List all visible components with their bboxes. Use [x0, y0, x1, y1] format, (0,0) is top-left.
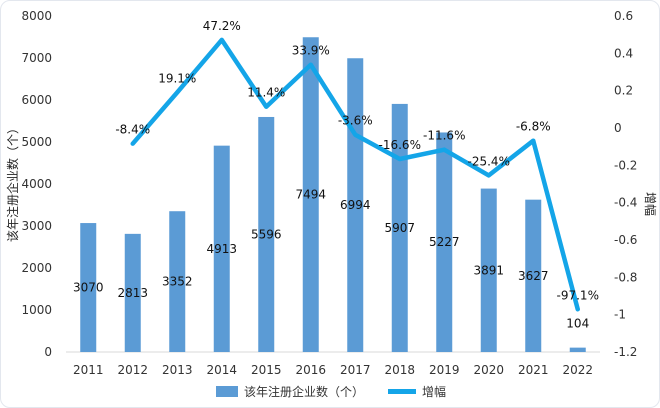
bar-data-label: 3891: [473, 263, 504, 277]
left-axis-tick-label: 4000: [21, 177, 52, 191]
left-axis-tick-label: 7000: [21, 51, 52, 65]
bar-data-label: 4913: [206, 242, 237, 256]
x-axis-tick-label: 2014: [206, 363, 237, 377]
bar: [258, 116, 275, 352]
legend-line-label: 增幅: [422, 384, 446, 399]
x-axis-tick-label: 2015: [251, 363, 282, 377]
bar: [302, 37, 319, 352]
x-axis-tick-label: 2019: [429, 363, 460, 377]
bar-data-label: 104: [566, 317, 589, 331]
right-axis-tick-label: -0.2: [614, 158, 637, 172]
legend-bar-swatch: [216, 386, 238, 397]
right-axis-tick-label: 0.2: [614, 84, 633, 98]
line-data-label: 11.4%: [247, 86, 285, 100]
bar-data-label: 3070: [73, 281, 104, 295]
right-axis-tick-label: -1: [614, 308, 626, 322]
bar-data-label: 7494: [295, 188, 326, 202]
left-axis-tick-label: 5000: [21, 135, 52, 149]
bar-data-label: 5227: [429, 235, 460, 249]
bar: [391, 103, 408, 352]
bar: [525, 199, 542, 352]
legend-line-swatch: [388, 389, 416, 394]
left-axis-tick-label: 0: [44, 345, 52, 359]
right-axis-tick-label: -0.8: [614, 270, 637, 284]
left-axis-tick-label: 3000: [21, 219, 52, 233]
right-axis: -1.2 -1 -0.8 -0.6 -0.4 -0.2 0 0.2 0.4 0.6: [614, 9, 637, 359]
right-axis-tick-label: -0.6: [614, 233, 637, 247]
bar: [80, 223, 97, 352]
bar: [480, 188, 497, 352]
right-axis-title: 增幅: [643, 192, 658, 216]
bar-data-label: 5907: [384, 221, 415, 235]
legend-bar-label: 该年注册企业数（个）: [244, 384, 364, 399]
x-axis-tick-label: 2020: [473, 363, 504, 377]
line-data-label: -25.4%: [468, 154, 510, 168]
left-axis-tick-label: 6000: [21, 93, 52, 107]
x-axis-tick-label: 2022: [562, 363, 593, 377]
x-axis: 2011 2012 2013 2014 2015 2016 2017 2018 2019 2020…: [66, 351, 600, 377]
bar-data-labels: 3070 2813 3352 4913 5596 7494 6994 5907 5227 3891…: [73, 188, 589, 331]
x-axis-tick-label: 2016: [295, 363, 326, 377]
legend: 该年注册企业数（个） 增幅: [216, 384, 446, 399]
bar-data-label: 6994: [340, 198, 371, 212]
line-data-label: -16.6%: [379, 138, 421, 152]
growth-line: [130, 37, 580, 312]
bar: [436, 132, 453, 352]
line-data-label: -11.6%: [423, 129, 465, 143]
line-data-label: 19.1%: [158, 71, 196, 85]
bar: [213, 145, 230, 352]
line-data-label: 33.9%: [292, 44, 330, 58]
x-axis-tick-label: 2018: [384, 363, 415, 377]
bar: [124, 233, 141, 352]
right-axis-tick-label: 0.6: [614, 9, 633, 23]
left-axis-tick-label: 1000: [21, 303, 52, 317]
x-axis-tick-label: 2013: [162, 363, 193, 377]
x-axis-tick-label: 2012: [117, 363, 148, 377]
right-axis-tick-label: -1.2: [614, 345, 637, 359]
line-data-label: -6.8%: [516, 120, 551, 134]
line-data-label: -8.4%: [115, 123, 150, 137]
bar: [569, 347, 586, 352]
bar-data-label: 5596: [251, 227, 282, 241]
line-series: [130, 37, 580, 312]
line-data-label: 47.2%: [203, 19, 241, 33]
left-axis-title: 该年注册企业数（个）: [5, 122, 20, 242]
line-data-labels: -8.4% 19.1% 47.2% 11.4% 33.9% -3.6% -16.6%-11.…: [115, 19, 599, 302]
line-data-label: -97.1%: [557, 288, 599, 302]
bar-series: [80, 37, 586, 352]
bar-data-label: 2813: [117, 286, 148, 300]
left-axis-tick-label: 8000: [21, 9, 52, 23]
left-axis: 0 1000 2000 3000 4000 5000 6000 7000 8000: [21, 9, 52, 359]
x-axis-tick-label: 2021: [518, 363, 549, 377]
bar-data-label: 3627: [518, 269, 549, 283]
left-axis-tick-label: 2000: [21, 261, 52, 275]
bar-data-label: 3352: [162, 275, 193, 289]
bar: [169, 211, 186, 352]
x-axis-tick-label: 2011: [73, 363, 104, 377]
x-axis-tick-label: 2017: [340, 363, 371, 377]
right-axis-tick-label: 0.4: [614, 46, 633, 60]
line-data-label: -3.6%: [338, 114, 373, 128]
right-axis-tick-label: -0.4: [614, 196, 637, 210]
right-axis-tick-label: 0: [614, 121, 622, 135]
